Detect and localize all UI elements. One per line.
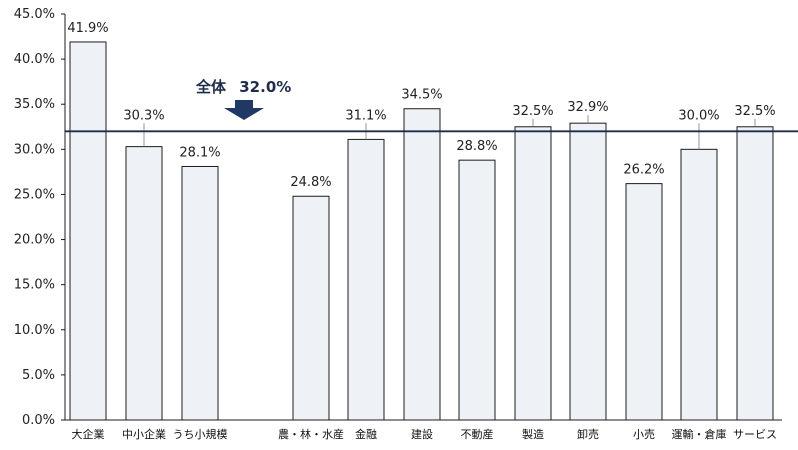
x-category-label: 大企業 bbox=[72, 427, 105, 441]
y-tick-label: 15.0% bbox=[14, 278, 55, 293]
x-category-label: 中小企業 bbox=[122, 427, 166, 441]
value-label: 26.2% bbox=[623, 163, 664, 178]
bar bbox=[736, 126, 774, 421]
x-category-label: サービス bbox=[733, 428, 777, 441]
value-label: 24.8% bbox=[290, 175, 331, 190]
value-label: 41.9% bbox=[67, 21, 108, 36]
value-labels: 41.9% 30.3% 28.1% 24.8% 31.1% 34.5% 28.8% 32.5%… bbox=[67, 21, 775, 190]
x-category-label: 農・林・水産 bbox=[278, 427, 344, 441]
x-category-label: 運輸・倉庫 bbox=[672, 427, 727, 441]
x-category-label: 不動産 bbox=[461, 427, 494, 441]
overall-average-label-prefix: 全体 bbox=[195, 78, 227, 96]
overall-average-label: 全体 32.0% bbox=[195, 78, 291, 96]
x-category-label: 小売 bbox=[633, 428, 655, 441]
value-label: 32.9% bbox=[567, 100, 608, 115]
bar bbox=[625, 183, 663, 421]
y-tick-label: 30.0% bbox=[14, 142, 55, 157]
y-tick-label: 40.0% bbox=[14, 52, 55, 67]
down-arrow-icon bbox=[224, 100, 264, 120]
bar bbox=[292, 195, 330, 421]
bar bbox=[680, 148, 718, 421]
value-label: 32.5% bbox=[512, 104, 553, 119]
value-label: 28.1% bbox=[179, 145, 220, 160]
value-label: 30.3% bbox=[123, 108, 164, 123]
overall-average-label-value: 32.0% bbox=[239, 78, 291, 96]
bar bbox=[125, 146, 163, 421]
bar bbox=[514, 126, 552, 421]
category-labels: 大企業 中小企業 うち小規模 農・林・水産 金融 建設 不動産 製造 卸売 小売 運輸・倉庫 サービス bbox=[72, 427, 778, 441]
value-label: 30.0% bbox=[678, 108, 719, 123]
bar bbox=[69, 41, 107, 421]
y-tick-label: 25.0% bbox=[14, 187, 55, 202]
reference-line-group: 全体 32.0% bbox=[65, 78, 798, 133]
bar bbox=[403, 108, 441, 421]
bar bbox=[569, 122, 607, 421]
x-category-label: 建設 bbox=[411, 427, 433, 441]
y-tick-label: 20.0% bbox=[14, 233, 55, 248]
value-label: 31.1% bbox=[345, 108, 386, 123]
bar bbox=[181, 165, 219, 421]
value-label: 28.8% bbox=[456, 139, 497, 154]
bar bbox=[347, 138, 385, 421]
x-category-label: 製造 bbox=[522, 427, 544, 441]
x-category-label: うち小規模 bbox=[173, 427, 228, 441]
x-category-label: 金融 bbox=[355, 427, 377, 441]
y-tick-label: 0.0% bbox=[22, 413, 55, 428]
x-category-label: 卸売 bbox=[577, 427, 599, 441]
y-axis: 0.0% 5.0% 10.0% 15.0% 20.0% 25.0% 30.0% 35.0% 40… bbox=[14, 7, 65, 428]
y-tick-label: 35.0% bbox=[14, 97, 55, 112]
y-tick-label: 45.0% bbox=[14, 7, 55, 22]
bar bbox=[458, 159, 496, 421]
y-tick-label: 5.0% bbox=[22, 368, 55, 383]
y-tick-label: 10.0% bbox=[14, 323, 55, 338]
value-label: 34.5% bbox=[401, 88, 442, 103]
value-label: 32.5% bbox=[734, 104, 775, 119]
